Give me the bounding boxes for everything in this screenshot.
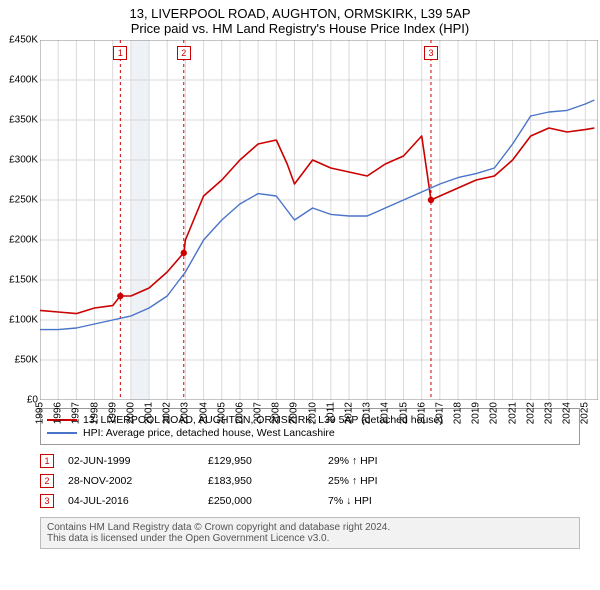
y-tick-label: £50K — [15, 355, 38, 366]
x-tick-label: 2018 — [453, 402, 464, 424]
x-tick-label: 2005 — [216, 402, 227, 424]
x-tick-label: 1995 — [35, 402, 46, 424]
x-tick-label: 2006 — [234, 402, 245, 424]
x-tick-label: 2015 — [398, 402, 409, 424]
event-marker-3: 3 — [424, 46, 438, 60]
x-tick-label: 2013 — [362, 402, 373, 424]
transaction-row: 1 02-JUN-1999£129,95029% ↑ HPI — [40, 451, 580, 471]
transaction-date: 28-NOV-2002 — [68, 475, 208, 487]
transaction-marker-num: 2 — [40, 474, 54, 488]
page-subtitle: Price paid vs. HM Land Registry's House … — [10, 21, 590, 36]
transaction-row: 3 04-JUL-2016£250,0007% ↓ HPI — [40, 491, 580, 511]
y-tick-label: £250K — [9, 195, 38, 206]
transaction-diff: 7% ↓ HPI — [328, 495, 448, 507]
y-tick-label: £300K — [9, 155, 38, 166]
legend-row: HPI: Average price, detached house, West… — [47, 427, 573, 439]
x-tick-label: 2021 — [507, 402, 518, 424]
x-tick-label: 2010 — [307, 402, 318, 424]
x-tick-label: 2008 — [271, 402, 282, 424]
x-tick-label: 1998 — [89, 402, 100, 424]
legend-swatch — [47, 432, 77, 434]
x-tick-label: 2019 — [471, 402, 482, 424]
footer-attribution: Contains HM Land Registry data © Crown c… — [40, 517, 580, 549]
x-tick-label: 2012 — [343, 402, 354, 424]
transaction-marker-num: 3 — [40, 494, 54, 508]
y-tick-label: £350K — [9, 115, 38, 126]
x-tick-label: 1997 — [71, 402, 82, 424]
x-tick-label: 2020 — [489, 402, 500, 424]
footer-line-1: Contains HM Land Registry data © Crown c… — [47, 522, 573, 533]
transaction-table: 1 02-JUN-1999£129,95029% ↑ HPI 2 28-NOV-200… — [40, 451, 580, 511]
x-tick-label: 2024 — [562, 402, 573, 424]
event-marker-2: 2 — [177, 46, 191, 60]
x-tick-label: 2014 — [380, 402, 391, 424]
x-tick-label: 2009 — [289, 402, 300, 424]
y-axis-labels: £0£50K£100K£150K£200K£250K£300K£350K£400… — [10, 40, 40, 400]
x-tick-label: 2016 — [416, 402, 427, 424]
page-title: 13, LIVERPOOL ROAD, AUGHTON, ORMSKIRK, L… — [10, 6, 590, 21]
x-tick-label: 2011 — [325, 402, 336, 424]
line-chart: £0£50K£100K£150K£200K£250K£300K£350K£400… — [40, 40, 598, 400]
y-tick-label: £100K — [9, 315, 38, 326]
x-tick-label: 2022 — [525, 402, 536, 424]
y-tick-label: £200K — [9, 235, 38, 246]
transaction-date: 02-JUN-1999 — [68, 455, 208, 467]
transaction-price: £250,000 — [208, 495, 328, 507]
transaction-price: £129,950 — [208, 455, 328, 467]
x-tick-label: 1999 — [107, 402, 118, 424]
legend-label: HPI: Average price, detached house, West… — [83, 427, 335, 439]
y-tick-label: £450K — [9, 35, 38, 46]
x-tick-label: 2025 — [580, 402, 591, 424]
x-tick-label: 2002 — [162, 402, 173, 424]
x-tick-label: 2000 — [125, 402, 136, 424]
transaction-marker-num: 1 — [40, 454, 54, 468]
y-tick-label: £150K — [9, 275, 38, 286]
transaction-diff: 29% ↑ HPI — [328, 455, 448, 467]
transaction-date: 04-JUL-2016 — [68, 495, 208, 507]
transaction-diff: 25% ↑ HPI — [328, 475, 448, 487]
x-tick-label: 2017 — [434, 402, 445, 424]
transaction-price: £183,950 — [208, 475, 328, 487]
x-tick-label: 1996 — [53, 402, 64, 424]
x-tick-label: 2004 — [198, 402, 209, 424]
y-tick-label: £400K — [9, 75, 38, 86]
x-tick-label: 2007 — [253, 402, 264, 424]
x-tick-label: 2003 — [180, 402, 191, 424]
footer-line-2: This data is licensed under the Open Gov… — [47, 533, 573, 544]
event-marker-1: 1 — [113, 46, 127, 60]
chart-svg — [40, 40, 598, 400]
x-tick-label: 2023 — [543, 402, 554, 424]
transaction-row: 2 28-NOV-2002£183,95025% ↑ HPI — [40, 471, 580, 491]
x-tick-label: 2001 — [144, 402, 155, 424]
